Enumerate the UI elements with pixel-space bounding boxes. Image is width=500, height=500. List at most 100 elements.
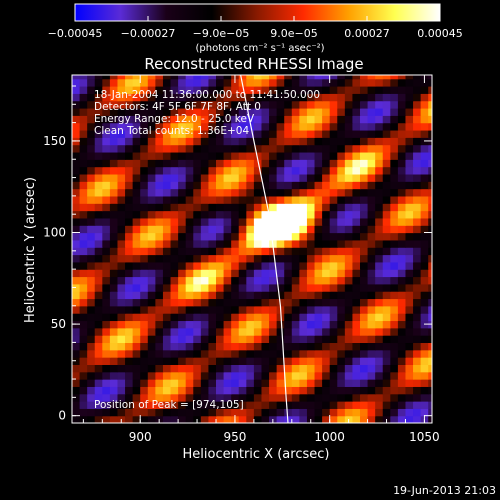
- heatmap-cell: [420, 327, 429, 336]
- heatmap-cell: [238, 75, 247, 80]
- heatmap-cell: [102, 283, 111, 292]
- heatmap-cell: [94, 203, 103, 212]
- heatmap-cell: [405, 349, 414, 358]
- heatmap-cell: [125, 393, 134, 402]
- heatmap-cell: [413, 364, 422, 373]
- heatmap-cell: [178, 276, 187, 285]
- heatmap-cell: [246, 320, 255, 329]
- heatmap-cell: [269, 75, 278, 80]
- heatmap-cell: [261, 342, 270, 351]
- heatmap-cell: [79, 261, 88, 270]
- heatmap-cell: [284, 335, 293, 344]
- heatmap-cell: [382, 261, 391, 270]
- heatmap-cell: [72, 247, 81, 256]
- heatmap-cell: [87, 401, 96, 409]
- heatmap-cell: [140, 269, 149, 278]
- heatmap-cell: [322, 115, 331, 124]
- heatmap-cell: [185, 239, 194, 248]
- heatmap-cell: [109, 195, 119, 204]
- heatmap-cell: [420, 386, 429, 395]
- heatmap-cell: [269, 144, 278, 153]
- heatmap-cell: [102, 327, 111, 336]
- heatmap-cell: [253, 85, 263, 94]
- heatmap-cell: [382, 283, 391, 292]
- heatmap-cell: [87, 166, 96, 175]
- heatmap-cell: [109, 181, 119, 190]
- heatmap-cell: [337, 254, 346, 263]
- heatmap-cell: [291, 115, 300, 124]
- heatmap-cell: [193, 269, 202, 278]
- heatmap-cell: [223, 254, 232, 263]
- heatmap-cell: [306, 144, 316, 153]
- heatmap-cell: [253, 173, 263, 182]
- heatmap-cell: [314, 217, 323, 226]
- heatmap-cell: [109, 298, 119, 307]
- heatmap-cell: [306, 129, 316, 138]
- heatmap-cell: [132, 85, 141, 94]
- heatmap-cell: [109, 217, 119, 226]
- heatmap-cell: [382, 210, 391, 219]
- heatmap-cell: [269, 78, 278, 87]
- heatmap-cell: [276, 298, 285, 307]
- heatmap-cell: [238, 283, 247, 292]
- heatmap-cell: [291, 181, 300, 190]
- heatmap-cell: [79, 188, 88, 197]
- heatmap-cell: [216, 254, 225, 263]
- heatmap-cell: [109, 210, 119, 219]
- heatmap-cell: [291, 335, 300, 344]
- heatmap-cell: [367, 254, 376, 263]
- heatmap-cell: [284, 408, 293, 417]
- heatmap-cell: [299, 122, 308, 131]
- heatmap-cell: [117, 379, 126, 387]
- heatmap-cell: [117, 159, 126, 168]
- heatmap-cell: [329, 408, 338, 417]
- heatmap-cell: [178, 357, 187, 365]
- heatmap-cell: [337, 349, 346, 358]
- heatmap-cell: [87, 232, 96, 241]
- heatmap-cell: [314, 151, 323, 160]
- heatmap-cell: [231, 239, 240, 248]
- heatmap-cell: [125, 349, 134, 358]
- heatmap-cell: [246, 364, 255, 373]
- heatmap-cell: [299, 276, 308, 285]
- heatmap-cell: [352, 371, 361, 380]
- heatmap-cell: [170, 415, 179, 423]
- heatmap-cell: [155, 93, 164, 102]
- heatmap-cell: [420, 349, 429, 358]
- heatmap-cell: [231, 342, 240, 351]
- heatmap-cell: [299, 371, 308, 380]
- heatmap-cell: [420, 357, 429, 365]
- heatmap-cell: [231, 159, 240, 168]
- heatmap-cell: [79, 357, 88, 365]
- heatmap-cell: [314, 357, 323, 365]
- heatmap-cell: [94, 188, 103, 197]
- heatmap-cell: [299, 239, 308, 248]
- heatmap-cell: [155, 225, 164, 234]
- heatmap-cell: [147, 313, 156, 322]
- heatmap-cell: [360, 269, 369, 278]
- heatmap-cell: [231, 401, 240, 409]
- heatmap-cell: [208, 100, 217, 109]
- heatmap-cell: [79, 313, 88, 322]
- heatmap-cell: [238, 261, 247, 270]
- heatmap-cell: [147, 298, 156, 307]
- heatmap-cell: [405, 393, 414, 402]
- heatmap-cell: [238, 335, 247, 344]
- heatmap-cell: [390, 225, 399, 234]
- heatmap-cell: [223, 298, 232, 307]
- heatmap-cell: [269, 313, 278, 322]
- heatmap-cell: [337, 393, 346, 402]
- heatmap-cell: [390, 276, 399, 285]
- heatmap-cell: [155, 159, 164, 168]
- heatmap-cell: [337, 401, 346, 409]
- heatmap-cell: [231, 298, 240, 307]
- heatmap-cell: [261, 144, 270, 153]
- heatmap-cell: [223, 217, 232, 226]
- heatmap-cell: [185, 335, 194, 344]
- heatmap-cell: [117, 78, 126, 87]
- heatmap-cell: [162, 364, 172, 373]
- heatmap-cell: [352, 291, 361, 300]
- heatmap-cell: [337, 371, 346, 380]
- heatmap-cell: [390, 386, 399, 395]
